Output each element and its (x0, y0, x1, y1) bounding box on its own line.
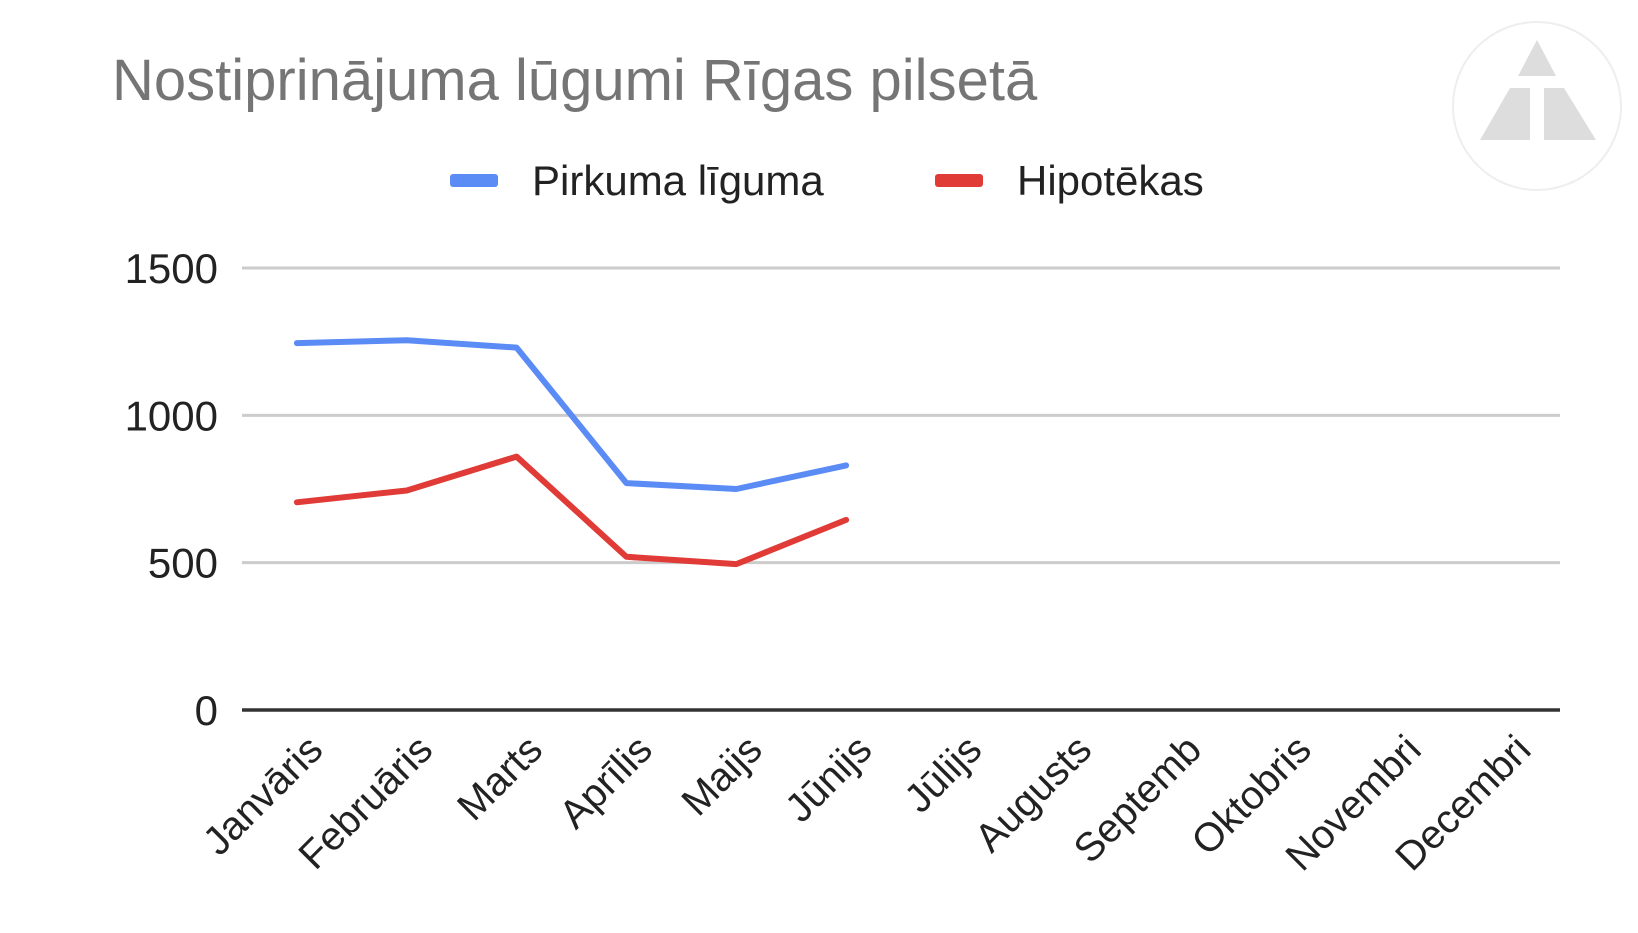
triangle-logo-icon (1480, 40, 1596, 140)
x-tick-label: Jūlijs (896, 727, 990, 821)
x-tick-label: Marts (449, 727, 551, 829)
legend-swatch (935, 174, 983, 187)
y-tick-label: 1500 (125, 245, 218, 292)
legend: Pirkuma līguma Hipotēkas (450, 157, 1204, 204)
y-tick-label: 0 (195, 687, 218, 734)
watermark-circle (1452, 21, 1622, 191)
series-line (293, 337, 850, 492)
y-tick-label: 500 (148, 540, 218, 587)
legend-label: Hipotēkas (1017, 157, 1204, 204)
series-line (293, 453, 850, 568)
x-tick-label: Aprīlis (551, 727, 661, 837)
chart-title: Nostiprinājuma lūgumi Rīgas pilsetā (112, 48, 1038, 113)
y-tick-label: 1000 (125, 392, 218, 439)
x-tick-label: Jūnijs (777, 727, 880, 830)
x-tick-label: Maijs (673, 727, 770, 824)
legend-label: Pirkuma līguma (532, 157, 824, 204)
legend-swatch (450, 174, 498, 187)
series-lines (293, 337, 850, 568)
watermark-logo (1452, 21, 1622, 191)
y-axis-ticks: 0 500 1000 1500 (125, 245, 218, 734)
grid-lines (242, 266, 1560, 712)
